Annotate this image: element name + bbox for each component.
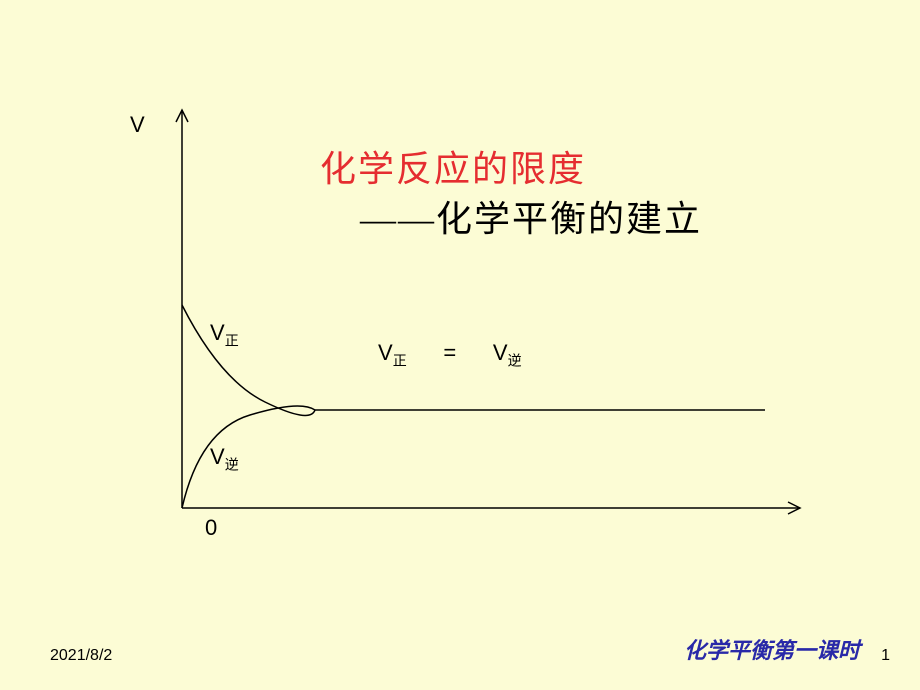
origin-label-text: 0 xyxy=(205,515,217,540)
forward-sub: 正 xyxy=(225,334,239,349)
slide: V 0 化学反应的限度 ——化学平衡的建立 V正 V逆 V正 = V逆 2021… xyxy=(0,0,920,690)
eq-left-v: V xyxy=(378,340,393,365)
eq-right-sub: 逆 xyxy=(508,354,522,369)
equilibrium-equation: V正 = V逆 xyxy=(378,340,522,370)
lesson-label: 化学平衡第一课时 xyxy=(684,633,860,665)
forward-v: V xyxy=(210,320,225,345)
reverse-curve xyxy=(182,406,315,508)
date-text: 2021/8/2 xyxy=(50,647,112,664)
reverse-curve-label: V逆 xyxy=(210,444,239,474)
reverse-sub: 逆 xyxy=(225,458,239,473)
date-label: 2021/8/2 xyxy=(50,647,112,665)
forward-curve-label: V正 xyxy=(210,320,239,350)
origin-label: 0 xyxy=(205,515,217,541)
title-main-text: 化学反应的限度 xyxy=(320,149,586,189)
reverse-v: V xyxy=(210,444,225,469)
y-axis-label-text: V xyxy=(130,112,145,137)
y-axis-label: V xyxy=(130,112,145,138)
eq-equals: = xyxy=(443,340,456,365)
lesson-text: 化学平衡第一课时 xyxy=(684,638,860,663)
forward-curve xyxy=(182,305,315,415)
page-text: 1 xyxy=(881,647,890,664)
eq-left-sub: 正 xyxy=(393,354,407,369)
slide-title-main: 化学反应的限度 xyxy=(320,140,586,192)
title-sub-text: ——化学平衡的建立 xyxy=(360,199,702,239)
page-number: 1 xyxy=(881,647,890,665)
eq-right-v: V xyxy=(493,340,508,365)
slide-title-sub: ——化学平衡的建立 xyxy=(360,190,702,242)
